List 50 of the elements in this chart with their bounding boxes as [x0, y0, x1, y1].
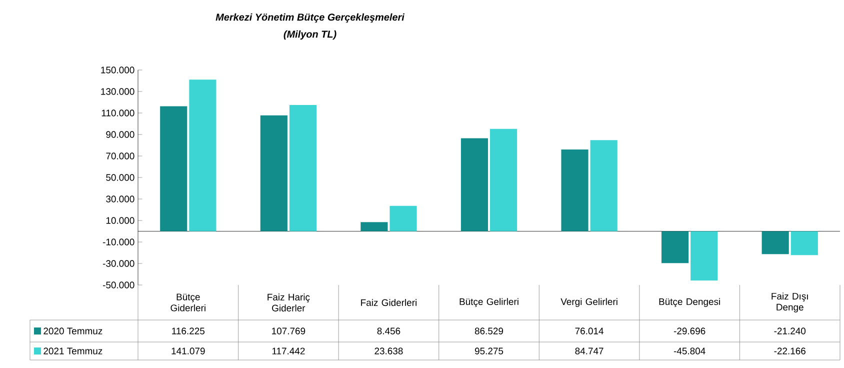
bar — [662, 231, 689, 264]
data-label: -29.696 — [674, 328, 706, 334]
bar — [460, 138, 488, 232]
data-label: 107.769 — [272, 328, 306, 334]
chart-title: Merkezi Yönetim Bütçe Gerçekleşmeleri — [216, 13, 405, 23]
x-tick-label: Bütçe Dengesi — [659, 298, 720, 307]
data-label: 86.529 — [474, 328, 504, 334]
chart-subtitle: (Milyon TL) — [284, 30, 336, 40]
y-tick-label: 150.000 — [101, 66, 134, 74]
data-label: -21.240 — [774, 328, 806, 334]
x-tick-label: Faiz Giderleri — [361, 299, 416, 306]
bar — [289, 104, 317, 232]
y-tick-label: 130.000 — [101, 88, 134, 95]
data-label: 84.747 — [575, 348, 604, 354]
x-tick-label: Faiz Dışı Denge — [772, 292, 808, 312]
bar — [160, 106, 188, 232]
bar — [561, 150, 588, 232]
y-tick-label: -10.000 — [102, 238, 134, 246]
y-tick-label: 70.000 — [106, 152, 134, 160]
legend-label: 2020 Temmuz — [44, 328, 102, 334]
x-tick-label: Bütçe Giderleri — [170, 294, 206, 312]
y-tick-label: 30.000 — [106, 196, 134, 202]
bar — [260, 115, 288, 232]
legend-label: 2021 Temmuz — [44, 348, 102, 354]
data-label: 117.442 — [272, 348, 305, 354]
bar — [690, 231, 718, 280]
bar — [360, 222, 388, 232]
x-tick-label: Vergi Gelirleri — [560, 298, 618, 307]
data-label: 8.456 — [377, 328, 400, 334]
bar — [762, 231, 789, 254]
data-label: 116.225 — [172, 328, 205, 334]
bar — [590, 140, 618, 232]
data-label: -45.804 — [674, 348, 706, 354]
bar — [189, 80, 216, 232]
data-label: 23.638 — [374, 348, 403, 354]
y-tick-label: 10.000 — [106, 217, 134, 224]
data-label: 95.275 — [474, 348, 504, 354]
bar — [490, 128, 518, 232]
y-tick-label: 90.000 — [106, 131, 134, 138]
y-tick-label: 110.000 — [102, 110, 134, 116]
y-tick-label: 50.000 — [106, 174, 134, 181]
data-label: -22.166 — [774, 348, 806, 354]
y-tick-label: -50.000 — [102, 282, 134, 288]
x-tick-label: Faiz Hariç Giderler — [268, 294, 310, 312]
data-label: 141.079 — [172, 348, 205, 354]
bar — [790, 231, 818, 256]
data-label: 76.014 — [575, 328, 604, 334]
x-tick-label: Bütçe Gelirleri — [460, 298, 518, 307]
y-tick-label: -30.000 — [102, 260, 134, 267]
bar — [390, 206, 417, 232]
